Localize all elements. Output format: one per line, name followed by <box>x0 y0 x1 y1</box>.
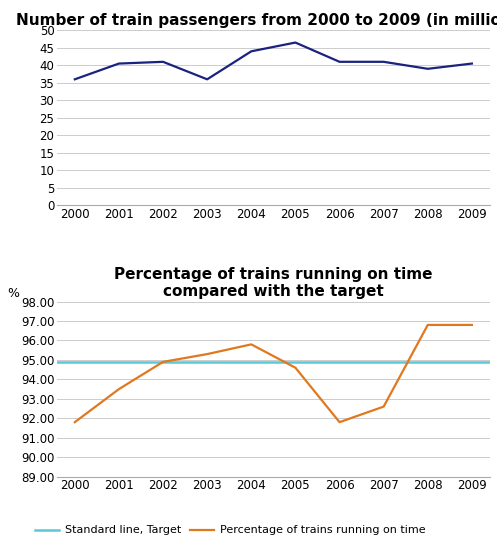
Percentage of trains running on time <box>204 351 210 358</box>
Percentage of trains running on time <box>292 364 298 371</box>
Percentage of trains running on time <box>381 403 387 410</box>
Legend: Standard line, Target, Percentage of trains running on time: Standard line, Target, Percentage of tra… <box>30 521 430 540</box>
Line: Percentage of trains running on time: Percentage of trains running on time <box>75 325 472 422</box>
Percentage of trains running on time <box>469 322 475 328</box>
Percentage of trains running on time <box>116 386 122 392</box>
Percentage of trains running on time <box>248 341 254 348</box>
Percentage of trains running on time <box>425 322 431 328</box>
Text: Number of train passengers from 2000 to 2009 (in millions): Number of train passengers from 2000 to … <box>16 13 497 28</box>
Title: Percentage of trains running on time
compared with the target: Percentage of trains running on time com… <box>114 267 432 299</box>
Text: %: % <box>7 287 19 300</box>
Percentage of trains running on time <box>160 359 166 365</box>
Percentage of trains running on time <box>72 419 78 425</box>
Percentage of trains running on time <box>336 419 342 425</box>
